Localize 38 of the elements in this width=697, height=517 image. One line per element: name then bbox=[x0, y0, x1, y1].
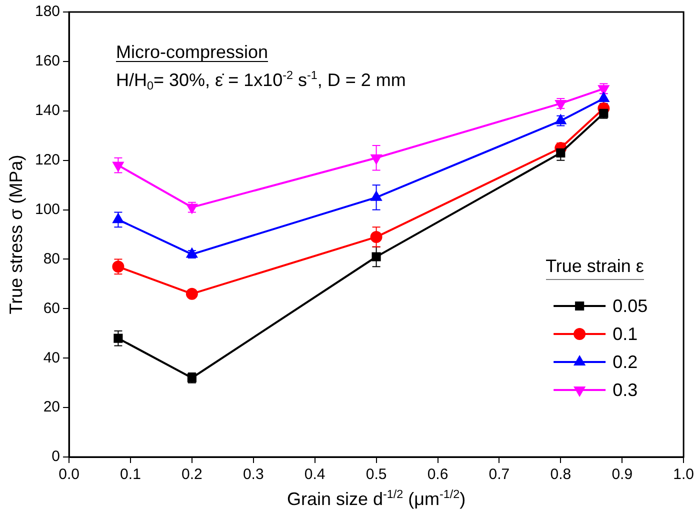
legend-label: 0.05 bbox=[612, 296, 648, 316]
y-tick-label: 160 bbox=[34, 52, 60, 70]
y-tick-label: 140 bbox=[34, 102, 60, 120]
y-tick-label: 180 bbox=[34, 3, 60, 20]
x-tick-label: 0.9 bbox=[612, 466, 633, 484]
point bbox=[186, 204, 198, 214]
y-tick-label: 20 bbox=[43, 398, 60, 416]
x-tick-label: 0.2 bbox=[182, 466, 202, 484]
y-tick-label: 60 bbox=[43, 300, 60, 317]
legend-label: 0.1 bbox=[612, 324, 638, 344]
x-tick-label: 0.3 bbox=[242, 466, 264, 484]
point bbox=[370, 154, 382, 164]
point bbox=[112, 162, 124, 172]
legend-label: 0.3 bbox=[612, 380, 638, 400]
y-tick-label: 120 bbox=[34, 151, 60, 168]
x-tick-label: 0.1 bbox=[120, 466, 141, 484]
y-tick-label: 40 bbox=[43, 349, 60, 366]
x-tick-label: 0.5 bbox=[366, 466, 387, 484]
point bbox=[114, 334, 123, 343]
x-tick-label: 0.0 bbox=[58, 466, 80, 484]
point bbox=[370, 191, 382, 201]
x-tick-label: 0.4 bbox=[304, 466, 326, 484]
y-tick-label: 100 bbox=[34, 200, 60, 218]
x-tick-label: 0.8 bbox=[550, 466, 572, 484]
point bbox=[186, 288, 198, 300]
point bbox=[112, 214, 124, 224]
annotation: Micro-compression bbox=[116, 42, 268, 62]
legend-label: 0.2 bbox=[612, 352, 638, 372]
x-tick-label: 0.7 bbox=[488, 466, 510, 484]
y-axis-title: True stress σ (MPa) bbox=[6, 154, 26, 314]
x-tick-label: 0.6 bbox=[427, 466, 448, 484]
point bbox=[372, 252, 381, 262]
point bbox=[556, 148, 566, 158]
point bbox=[370, 230, 382, 243]
x-tick-label: 1.0 bbox=[673, 466, 694, 484]
y-tick-label: 0 bbox=[52, 448, 60, 466]
legend-title: True strain ε bbox=[546, 256, 644, 276]
y-tick-label: 80 bbox=[43, 250, 60, 268]
